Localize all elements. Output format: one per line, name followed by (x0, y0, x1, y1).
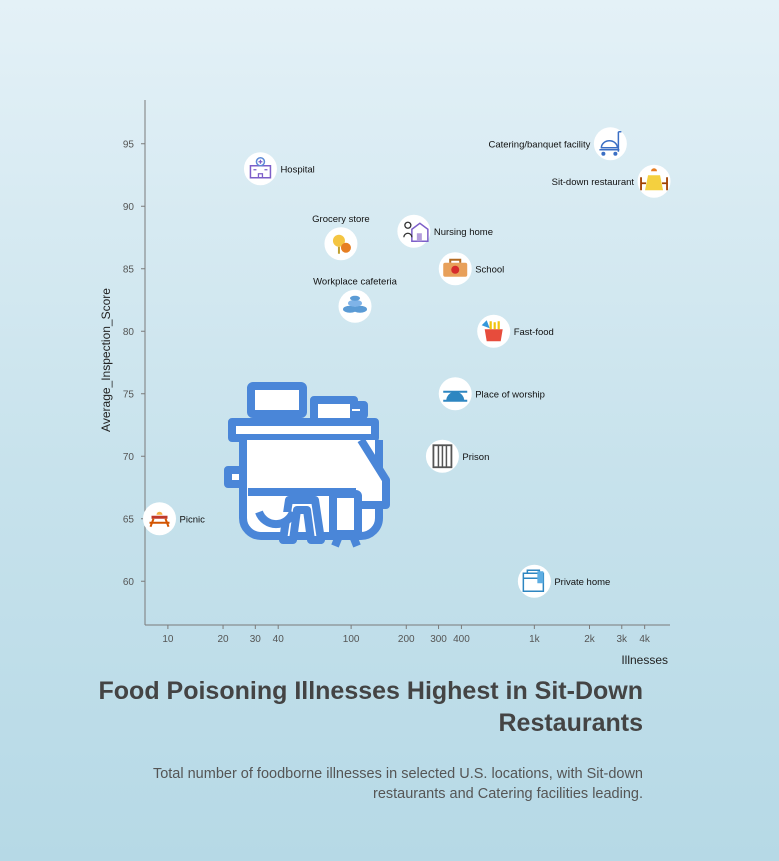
private-home-icon (522, 569, 545, 592)
food-stall-icon (224, 382, 390, 548)
data-point-label: Workplace cafeteria (313, 276, 397, 287)
y-tick-label: 70 (123, 452, 135, 463)
y-tick-label: 65 (123, 514, 135, 525)
x-tick-label: 4k (639, 634, 651, 645)
data-point: Hospital (243, 152, 315, 186)
y-tick-label: 80 (123, 327, 135, 338)
x-tick-label: 2k (584, 634, 596, 645)
fast-food-icon (481, 320, 503, 342)
data-point: Grocery store (312, 214, 370, 261)
data-point: Workplace cafeteria (313, 276, 398, 323)
data-point-label: Hospital (280, 164, 314, 175)
nursing-home-icon (403, 221, 429, 242)
x-tick-label: 30 (250, 634, 262, 645)
chart-title: Food Poisoning Illnesses Highest in Sit-… (98, 677, 643, 737)
x-tick-label: 40 (273, 634, 285, 645)
x-tick-label: 3k (616, 634, 628, 645)
y-tick-label: 85 (123, 264, 135, 275)
place-of-worship-icon (443, 390, 468, 402)
data-point-label: Catering/banquet facility (488, 139, 590, 150)
x-tick-label: 100 (343, 634, 360, 645)
grocery-icon (332, 234, 351, 254)
x-tick-label: 10 (162, 634, 174, 645)
data-point-label: Picnic (180, 514, 206, 525)
chart-subtitle: Total number of foodborne illnesses in s… (152, 766, 643, 802)
data-point: Sit-down restaurant (552, 164, 671, 198)
data-point: School (438, 252, 504, 286)
cafeteria-icon (343, 295, 368, 313)
data-point-label: Sit-down restaurant (552, 177, 635, 188)
x-axis-label: Illnesses (621, 653, 668, 667)
data-point-label: School (475, 264, 504, 275)
x-tick-label: 1k (529, 634, 541, 645)
data-point: Picnic (143, 502, 206, 536)
data-point: Catering/banquet facility (488, 127, 627, 161)
data-point-label: Grocery store (312, 214, 370, 225)
data-point: Prison (425, 439, 489, 473)
x-tick-label: 20 (217, 634, 229, 645)
data-point-label: Place of worship (475, 389, 545, 400)
y-tick-label: 75 (123, 389, 135, 400)
data-point-label: Private home (554, 577, 610, 588)
x-tick-label: 400 (453, 634, 470, 645)
restaurant-table-icon (640, 168, 668, 191)
data-point: Nursing home (397, 214, 493, 248)
school-lunchbox-icon (443, 258, 468, 277)
y-tick-label: 90 (123, 202, 135, 213)
data-point: Private home (517, 564, 610, 598)
x-tick-label: 200 (398, 634, 415, 645)
data-point-label: Fast-food (514, 327, 554, 338)
picnic-table-icon (149, 511, 170, 528)
data-point-label: Prison (462, 452, 489, 463)
y-axis-label: Average_Inspection_Score (99, 288, 113, 432)
data-point: Place of worship (438, 377, 545, 411)
data-point: Fast-food (477, 314, 554, 348)
catering-cart-icon (599, 131, 622, 156)
y-tick-label: 95 (123, 139, 135, 150)
y-tick-label: 60 (123, 577, 135, 588)
hospital-icon (249, 157, 272, 179)
prison-icon (432, 444, 453, 469)
x-tick-label: 300 (430, 634, 447, 645)
data-point-label: Nursing home (434, 227, 493, 238)
